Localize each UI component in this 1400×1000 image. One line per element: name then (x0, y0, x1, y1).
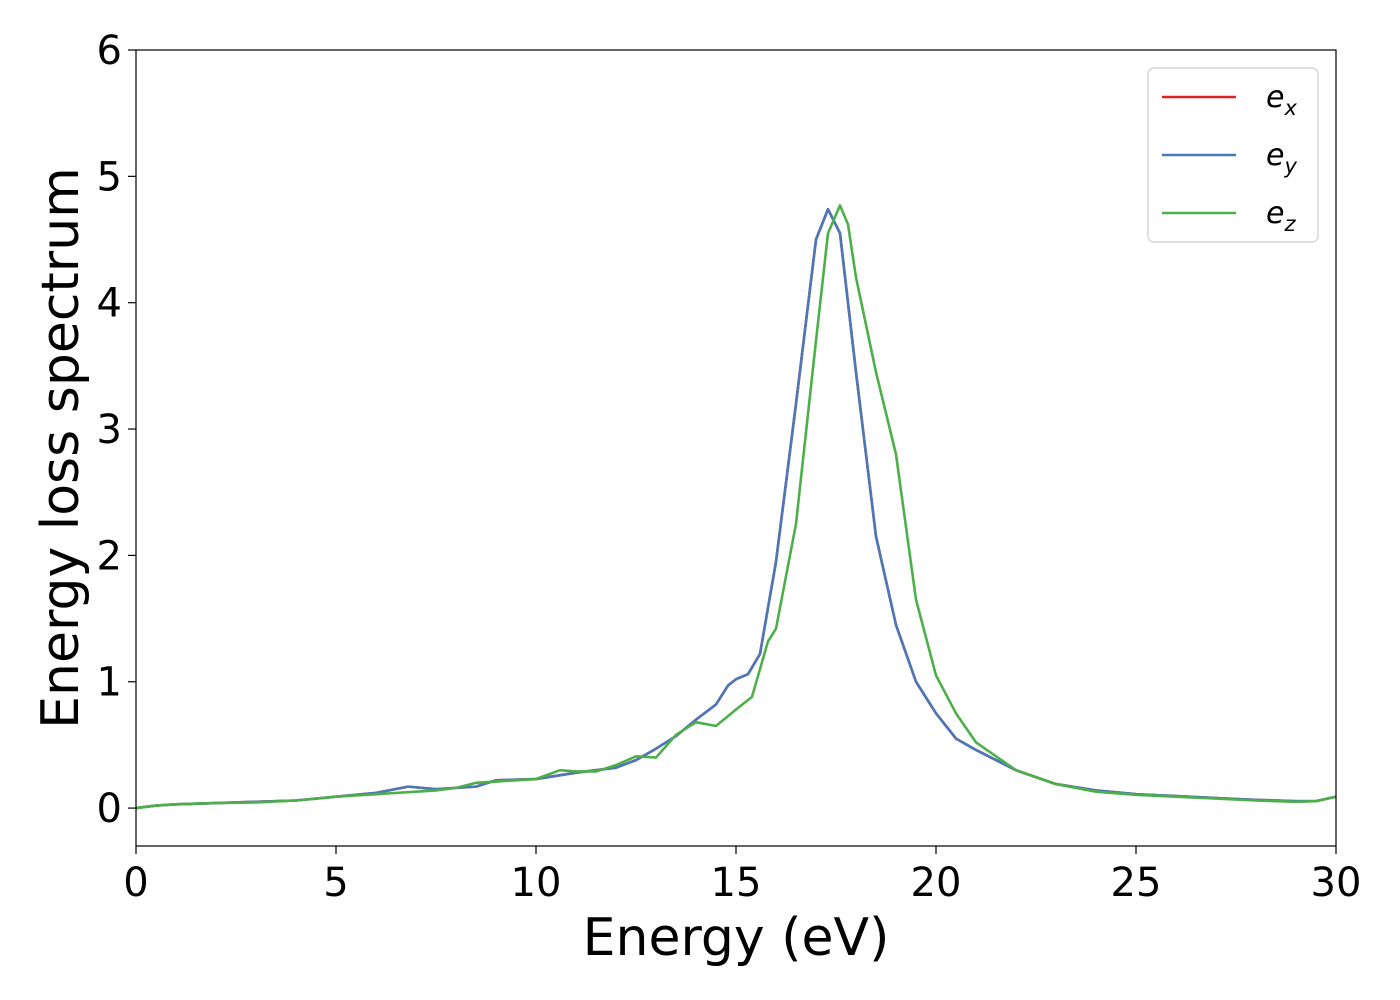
y-tick-label: 1 (97, 660, 122, 706)
y-axis-label: Energy loss spectrum (31, 167, 91, 729)
x-tick-label: 5 (323, 860, 348, 906)
legend-label-x: ex (1266, 80, 1297, 120)
y-tick-label: 6 (97, 28, 122, 74)
legend-label-y: ey (1266, 138, 1297, 178)
series-line-z (136, 204, 1336, 810)
y-axis-ticks: 0 1 2 3 4 5 6 (97, 28, 136, 832)
series-lines (136, 204, 1336, 810)
x-tick-label: 25 (1111, 860, 1162, 906)
x-axis-ticks: 0 5 10 15 20 25 30 (123, 846, 1361, 906)
y-tick-label: 4 (97, 281, 122, 327)
x-tick-label: 20 (911, 860, 962, 906)
x-tick-label: 10 (511, 860, 562, 906)
x-axis-label: Energy (eV) (583, 908, 890, 968)
y-tick-label: 3 (97, 407, 122, 453)
legend-label-z: ez (1266, 196, 1296, 236)
x-tick-label: 30 (1311, 860, 1362, 906)
legend: ex ey ez (1147, 67, 1319, 243)
x-tick-label: 0 (123, 860, 148, 906)
x-tick-label: 15 (711, 860, 762, 906)
y-tick-label: 5 (97, 154, 122, 200)
y-tick-label: 2 (97, 533, 122, 579)
y-tick-label: 0 (97, 786, 122, 832)
